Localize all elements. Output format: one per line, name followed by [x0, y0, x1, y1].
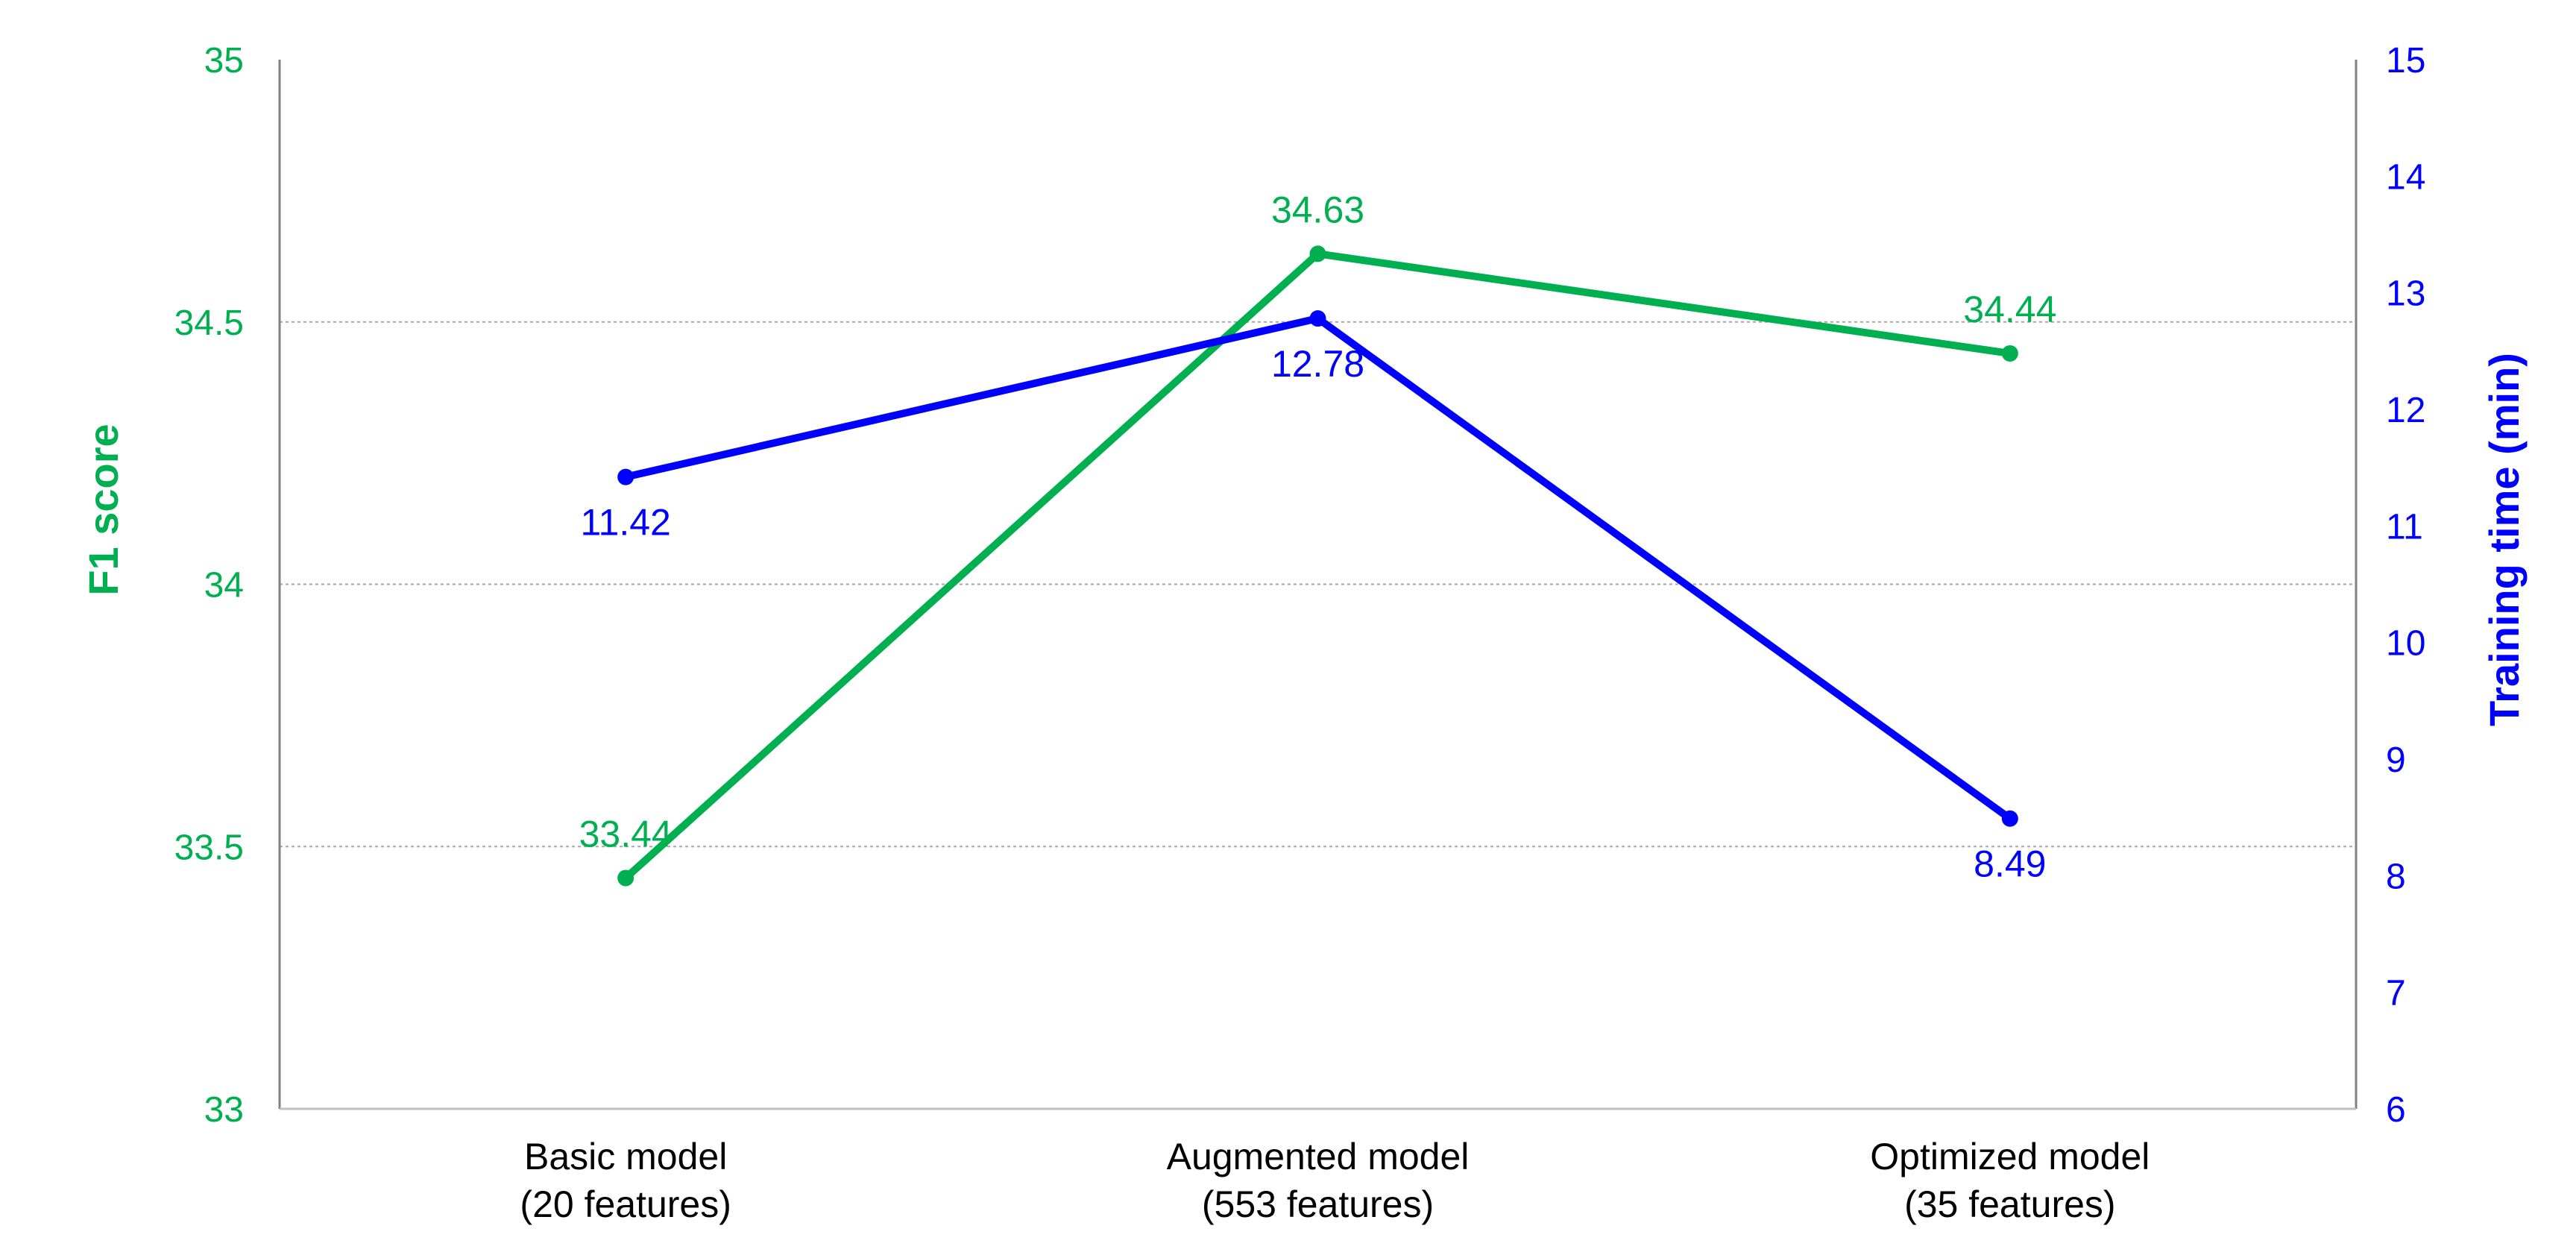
axes: [278, 60, 2358, 1110]
data-label: 11.42: [580, 502, 670, 544]
data-point: [1309, 245, 1326, 262]
data-point: [617, 869, 634, 887]
data-point: [617, 468, 634, 485]
left-axis-ticks: 33 33.5 34 34.5 35: [174, 41, 244, 1130]
x-tick-label: (553 features): [1202, 1183, 1434, 1225]
x-tick-label: (20 features): [520, 1183, 731, 1225]
data-point: [2001, 345, 2018, 362]
left-axis-title: F1 score: [80, 424, 127, 595]
left-tick-label: 34.5: [174, 303, 244, 343]
right-tick-label: 11: [2386, 507, 2423, 547]
data-label: 8.49: [1974, 843, 2046, 885]
left-tick-label: 34: [204, 566, 244, 606]
data-point: [2001, 810, 2018, 827]
right-axis-ticks: 6 7 8 9 10 11 12 13 14 15: [2386, 41, 2425, 1130]
x-tick-label: Augmented model: [1167, 1136, 1470, 1177]
right-axis-title: Training time (min): [2481, 353, 2528, 726]
data-labels: 33.44 34.63 34.44 11.42 12.78 8.49: [579, 189, 2057, 884]
right-tick-label: 15: [2386, 41, 2425, 81]
series-group: [617, 245, 2018, 887]
data-label: 12.78: [1271, 343, 1364, 385]
data-label: 33.44: [579, 813, 673, 855]
x-tick-label: Optimized model: [1870, 1136, 2150, 1177]
series-line-right: [622, 315, 2014, 822]
right-tick-label: 10: [2386, 624, 2425, 664]
data-label: 34.44: [1963, 289, 2056, 330]
right-tick-label: 14: [2386, 157, 2425, 197]
right-tick-label: 9: [2386, 740, 2406, 780]
right-tick-label: 6: [2386, 1090, 2406, 1130]
left-tick-label: 33: [204, 1090, 244, 1130]
right-tick-label: 13: [2386, 274, 2425, 314]
gridlines: [280, 321, 2356, 848]
left-tick-label: 35: [204, 41, 244, 81]
data-label: 34.63: [1271, 189, 1364, 230]
data-point: [1309, 310, 1326, 327]
right-tick-label: 7: [2386, 974, 2406, 1013]
x-axis-ticks: Basic model (20 features) Augmented model (…: [520, 1136, 2150, 1225]
right-tick-label: 8: [2386, 857, 2406, 896]
left-tick-label: 33.5: [174, 828, 244, 867]
right-tick-label: 12: [2386, 391, 2425, 430]
x-tick-label: (35 features): [1904, 1183, 2115, 1225]
x-tick-label: Basic model: [524, 1136, 727, 1177]
